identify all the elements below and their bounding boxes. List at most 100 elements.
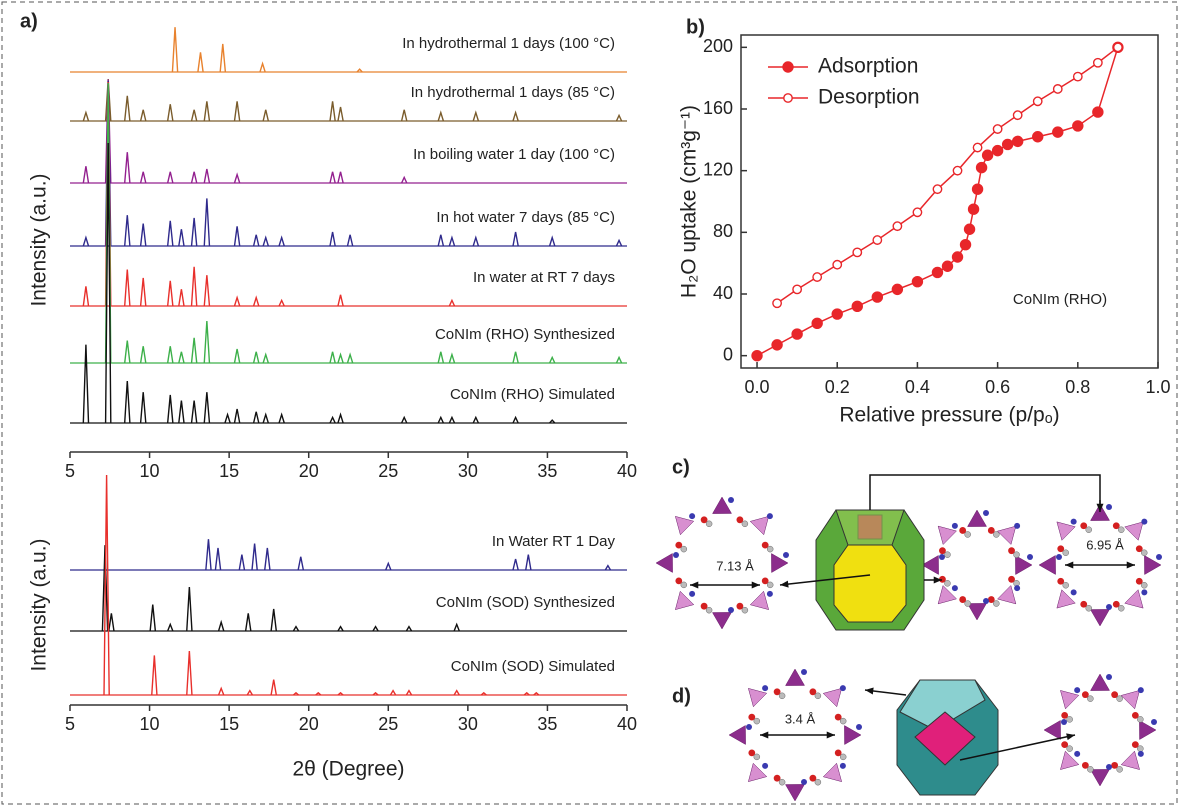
atom <box>778 778 786 786</box>
y-tick-label: 40 <box>713 283 733 303</box>
atom <box>939 575 946 583</box>
peak <box>203 101 211 122</box>
peak <box>246 689 254 696</box>
series-label: In Water RT 1 Day <box>492 533 616 550</box>
tetrahedron <box>921 555 939 575</box>
polyhedron-face <box>833 544 907 623</box>
peak <box>82 344 90 424</box>
marker <box>981 149 994 161</box>
atom <box>993 600 1000 607</box>
x-axis-label: 2θ (Degree) <box>292 758 404 781</box>
peak <box>400 175 408 184</box>
peak <box>400 415 408 424</box>
marker <box>851 300 863 313</box>
marker <box>959 238 972 251</box>
atom <box>1070 589 1077 596</box>
atom <box>773 774 781 782</box>
peak <box>297 556 305 571</box>
y-tick-label: 120 <box>703 159 733 179</box>
marker <box>912 207 923 218</box>
marker <box>941 260 954 272</box>
arrow-head <box>1096 503 1104 512</box>
tetrahedron <box>1060 750 1080 770</box>
y-tick-label: 200 <box>703 36 733 56</box>
atom <box>964 531 971 538</box>
peak <box>233 408 241 424</box>
atom <box>1141 549 1148 556</box>
atom <box>1111 761 1119 769</box>
peak <box>82 166 90 184</box>
marker <box>811 317 823 329</box>
peak <box>166 171 174 184</box>
legend-marker <box>782 61 794 73</box>
legend-label: Desorption <box>818 86 920 109</box>
atom <box>1008 547 1015 555</box>
atom <box>801 669 807 675</box>
y-tick-label: 80 <box>713 221 733 241</box>
peak <box>346 352 354 364</box>
atom <box>762 685 769 692</box>
peak <box>270 679 277 696</box>
peak <box>197 52 204 73</box>
y-axis-label: H₂O uptake (cm³g⁻¹) <box>678 105 701 298</box>
atom <box>1056 554 1062 560</box>
atom <box>983 598 989 604</box>
peak <box>82 110 90 122</box>
tetrahedron <box>712 496 732 514</box>
marker <box>1052 126 1064 138</box>
peak <box>512 415 519 424</box>
x-tick-label: 5 <box>65 461 75 481</box>
peak <box>337 352 344 364</box>
atom <box>741 606 749 614</box>
tetrahedron <box>712 612 732 630</box>
marker <box>751 349 763 362</box>
y-axis-label: Intensity (a.u.) <box>28 538 51 671</box>
atom <box>783 552 789 558</box>
atom <box>1014 522 1021 529</box>
peak <box>190 400 198 424</box>
atom <box>1137 716 1144 723</box>
dimension-label: 6.95 Å <box>1086 537 1124 552</box>
atom <box>1057 577 1065 585</box>
peak <box>292 625 300 632</box>
atom <box>839 717 847 725</box>
atom <box>1141 589 1148 596</box>
peak <box>214 547 222 571</box>
atom <box>1137 745 1144 752</box>
marker <box>1072 71 1083 82</box>
atom <box>746 724 752 730</box>
tetrahedron <box>747 762 768 783</box>
atom <box>1116 766 1123 773</box>
x-tick-label: 35 <box>537 714 557 734</box>
atom <box>1080 600 1088 608</box>
peak <box>233 348 241 364</box>
peak <box>262 235 270 247</box>
peak <box>217 619 225 632</box>
peak <box>103 474 110 696</box>
atom <box>1137 750 1144 757</box>
atom <box>1085 526 1092 533</box>
tetrahedron <box>822 762 843 783</box>
peak <box>372 625 379 632</box>
peak <box>251 543 258 571</box>
panel-label: c) <box>672 456 690 478</box>
peak <box>329 171 336 184</box>
atom <box>1135 577 1143 585</box>
atom <box>762 762 769 769</box>
peak <box>448 352 456 364</box>
atom <box>675 577 683 585</box>
atom <box>987 527 995 534</box>
peak <box>262 412 270 424</box>
marker <box>892 221 903 232</box>
atom <box>1066 716 1073 723</box>
peak <box>151 655 158 696</box>
tetrahedron <box>967 603 987 621</box>
peak <box>123 269 131 307</box>
atom <box>1112 600 1120 608</box>
marker <box>1032 131 1044 143</box>
atom <box>689 590 696 597</box>
peak <box>166 220 174 247</box>
peak <box>329 101 336 122</box>
arrow-head <box>780 580 789 588</box>
marker <box>932 184 943 195</box>
